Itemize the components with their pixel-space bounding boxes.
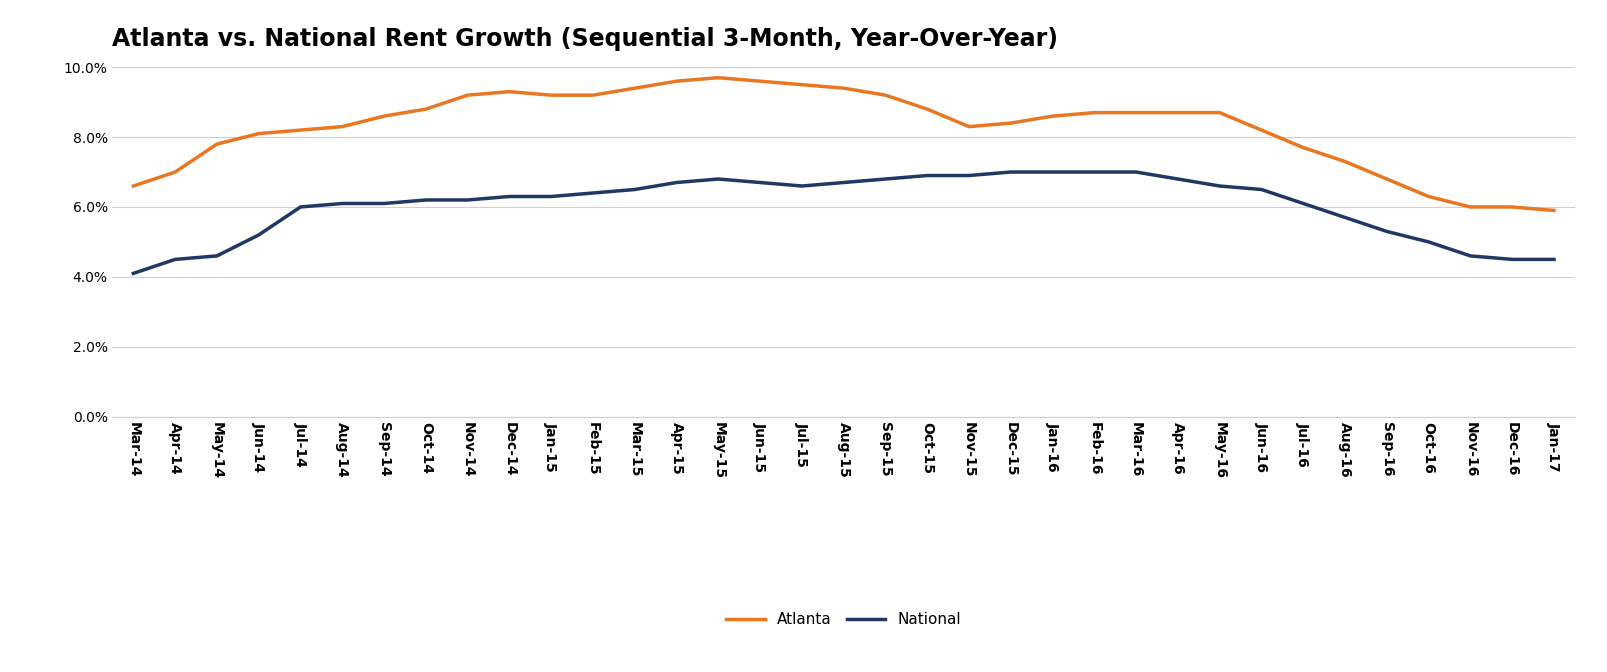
Atlanta xyxy=(918,105,937,113)
Text: Atlanta vs. National Rent Growth (Sequential 3-Month, Year-Over-Year): Atlanta vs. National Rent Growth (Sequen… xyxy=(112,28,1059,51)
National xyxy=(333,200,352,208)
Atlanta xyxy=(1252,126,1271,134)
National xyxy=(667,179,686,187)
National xyxy=(625,185,644,194)
National xyxy=(792,182,812,190)
Atlanta xyxy=(876,91,895,99)
Atlanta xyxy=(291,126,310,134)
Atlanta xyxy=(458,91,477,99)
National xyxy=(876,175,895,183)
National xyxy=(1127,168,1146,176)
Atlanta xyxy=(1168,109,1188,117)
Atlanta xyxy=(416,105,435,113)
Atlanta xyxy=(1085,109,1104,117)
Atlanta xyxy=(1001,119,1020,127)
Atlanta xyxy=(1294,144,1313,152)
National xyxy=(416,196,435,204)
National xyxy=(291,203,310,211)
National xyxy=(1043,168,1062,176)
National xyxy=(750,179,770,187)
Atlanta xyxy=(750,77,770,85)
National xyxy=(458,196,477,204)
National xyxy=(1377,227,1396,235)
National xyxy=(834,179,853,187)
National xyxy=(542,192,561,200)
Atlanta xyxy=(1210,109,1229,117)
Legend: Atlanta, National: Atlanta, National xyxy=(720,606,967,633)
National xyxy=(1085,168,1104,176)
National xyxy=(918,171,937,179)
Atlanta xyxy=(583,91,603,99)
Atlanta xyxy=(1127,109,1146,117)
National xyxy=(166,255,185,263)
Atlanta xyxy=(959,122,979,130)
National xyxy=(1503,255,1522,263)
National xyxy=(1419,238,1438,246)
National xyxy=(583,189,603,197)
National xyxy=(500,192,519,200)
Atlanta xyxy=(1377,175,1396,183)
National xyxy=(1168,175,1188,183)
Atlanta xyxy=(249,130,268,138)
National xyxy=(374,200,394,208)
National xyxy=(124,269,143,278)
Line: National: National xyxy=(133,172,1554,274)
National xyxy=(709,175,728,183)
Atlanta xyxy=(1503,203,1522,211)
National xyxy=(1001,168,1020,176)
Atlanta xyxy=(1419,192,1438,200)
National xyxy=(1461,252,1480,260)
Atlanta xyxy=(500,87,519,95)
Atlanta xyxy=(542,91,561,99)
National xyxy=(1252,185,1271,194)
Atlanta xyxy=(625,84,644,92)
Atlanta xyxy=(207,140,227,148)
Atlanta xyxy=(792,81,812,89)
Atlanta xyxy=(333,122,352,130)
National xyxy=(1294,200,1313,208)
Atlanta xyxy=(374,112,394,120)
National xyxy=(207,252,227,260)
Atlanta xyxy=(1544,206,1564,214)
Atlanta xyxy=(667,77,686,85)
Atlanta xyxy=(709,74,728,82)
Atlanta xyxy=(1461,203,1480,211)
Atlanta xyxy=(1335,157,1355,165)
Atlanta xyxy=(166,168,185,176)
National xyxy=(1544,255,1564,263)
National xyxy=(1335,214,1355,222)
National xyxy=(1210,182,1229,190)
Atlanta xyxy=(1043,112,1062,120)
Atlanta xyxy=(834,84,853,92)
Atlanta xyxy=(124,182,143,190)
Line: Atlanta: Atlanta xyxy=(133,78,1554,210)
National xyxy=(249,231,268,239)
National xyxy=(959,171,979,179)
